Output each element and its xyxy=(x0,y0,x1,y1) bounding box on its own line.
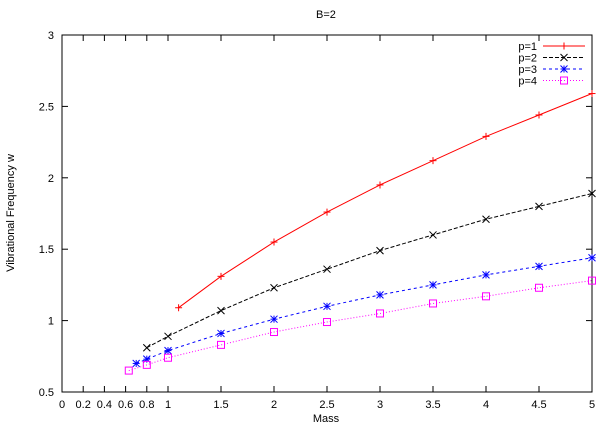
legend-marker-p-3 xyxy=(560,65,568,73)
series-p-1 xyxy=(175,90,596,312)
data-point xyxy=(429,157,437,165)
x-tick-label: 2.5 xyxy=(319,399,334,411)
data-point xyxy=(535,111,543,119)
x-tick-label: 2 xyxy=(271,399,277,411)
data-point xyxy=(164,353,172,362)
legend-marker-p-2 xyxy=(560,53,568,62)
x-tick-label: 0.2 xyxy=(76,399,91,411)
data-point xyxy=(132,359,141,368)
data-point xyxy=(217,306,225,315)
data-point xyxy=(323,208,331,216)
y-tick-label: 1 xyxy=(48,316,54,328)
data-point xyxy=(217,329,225,338)
series-line-p-3 xyxy=(136,257,593,364)
y-tick-label: 2 xyxy=(48,173,54,185)
data-point xyxy=(164,332,172,341)
series-line-p-1 xyxy=(178,93,593,309)
data-point xyxy=(323,318,331,327)
data-point xyxy=(142,360,151,369)
legend: p=1p=2p=3p=4 xyxy=(518,41,585,88)
data-point xyxy=(175,304,183,312)
data-point xyxy=(429,281,437,289)
y-tick-label: 1.5 xyxy=(39,244,54,256)
data-point xyxy=(376,181,384,189)
x-tick-label: 1.5 xyxy=(213,399,228,411)
series-layer xyxy=(124,90,596,375)
data-point xyxy=(217,340,225,349)
legend-label-p-1: p=1 xyxy=(518,41,537,53)
data-point xyxy=(376,291,384,299)
y-tick-label: 2.5 xyxy=(39,101,54,113)
data-point xyxy=(323,302,331,311)
y-tick-label: 0.5 xyxy=(39,387,54,399)
data-point xyxy=(588,90,596,98)
data-point xyxy=(270,238,278,246)
legend-marker-p-4 xyxy=(560,76,568,85)
data-point xyxy=(588,276,596,285)
legend-label-p-2: p=2 xyxy=(518,53,537,65)
series-p-2 xyxy=(142,189,596,352)
x-tick-label: 1 xyxy=(165,399,171,411)
data-point xyxy=(270,315,278,324)
data-point xyxy=(535,202,543,211)
legend-label-p-3: p=3 xyxy=(518,64,537,76)
data-point xyxy=(429,299,437,308)
data-point xyxy=(217,272,225,280)
axes: 0 0.2 0.4 0.6 0.8 1 1.5 2 2.5 3 3.5 4 4.5 5 0.5 1 1.5 2 2.… xyxy=(39,30,595,411)
data-point xyxy=(270,328,278,337)
data-point xyxy=(482,271,490,279)
data-point xyxy=(482,132,490,140)
data-point xyxy=(535,283,543,292)
x-tick-label: 0.6 xyxy=(118,399,133,411)
data-point xyxy=(429,231,437,239)
x-tick-label: 3 xyxy=(377,399,383,411)
x-tick-label: 0.8 xyxy=(139,399,154,411)
y-tick-label: 3 xyxy=(48,30,54,42)
series-line-p-4 xyxy=(128,280,593,372)
data-point xyxy=(535,262,543,271)
data-point xyxy=(124,366,133,375)
x-tick-label: 5 xyxy=(589,399,595,411)
legend-marker-p-1 xyxy=(560,42,568,50)
series-p-3 xyxy=(132,253,596,368)
data-point xyxy=(376,309,384,318)
data-point xyxy=(323,265,331,274)
x-tick-label: 4.5 xyxy=(531,399,546,411)
chart-title: B=2 xyxy=(316,9,336,21)
x-tick-label: 4 xyxy=(483,399,489,411)
y-axis-title: Vibrational Frequency w xyxy=(5,154,17,272)
data-point xyxy=(482,215,490,224)
data-point xyxy=(376,246,384,255)
data-point xyxy=(482,292,490,301)
x-tick-label: 0.4 xyxy=(97,399,112,411)
series-line-p-2 xyxy=(146,193,593,349)
x-tick-label: 3.5 xyxy=(425,399,440,411)
x-axis-title: Mass xyxy=(313,413,340,425)
x-tick-label: 0 xyxy=(59,399,65,411)
series-p-4 xyxy=(124,276,596,375)
data-point xyxy=(142,343,151,352)
data-point xyxy=(588,189,596,198)
data-point xyxy=(270,283,278,292)
data-point xyxy=(164,346,172,355)
legend-label-p-4: p=4 xyxy=(518,76,537,88)
data-point xyxy=(588,253,596,262)
